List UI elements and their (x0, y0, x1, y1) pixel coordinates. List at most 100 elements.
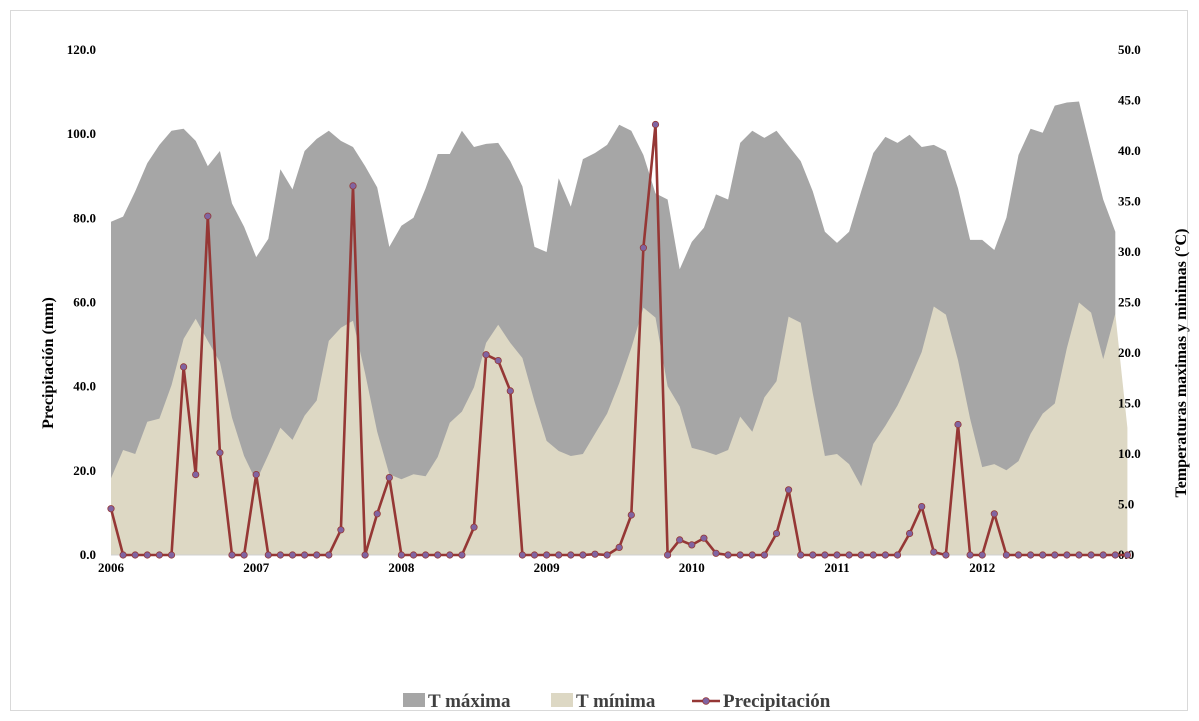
precipitation-point (663, 551, 672, 559)
precipitation-point (446, 551, 454, 559)
right-tick-label: 5.0 (1118, 497, 1134, 512)
precipitation-point (337, 526, 345, 534)
precipitation-point (204, 212, 212, 220)
precipitation-point (228, 551, 236, 559)
x-tick-label: 2010 (679, 560, 705, 575)
precipitation-point (1075, 551, 1083, 559)
precipitation-point (736, 551, 744, 559)
precipitation-point (506, 387, 514, 395)
precipitation-point (748, 551, 756, 559)
precipitation-point (518, 551, 527, 559)
precipitation-point (1111, 551, 1119, 559)
precipitation-point (651, 120, 660, 129)
chart-frame (10, 10, 1188, 711)
precipitation-point (349, 182, 357, 190)
x-tick-label: 2006 (98, 560, 125, 575)
precipitation-point (325, 551, 333, 559)
right-tick-label: 20.0 (1118, 345, 1141, 360)
legend-label-tmax: T máxima (428, 691, 511, 712)
precipitation-point (724, 551, 732, 559)
left-tick-label: 120.0 (67, 42, 96, 57)
precipitation-point (639, 244, 648, 252)
left-axis-title: Precipitación (mm) (40, 297, 57, 429)
right-tick-label: 35.0 (1118, 194, 1141, 209)
precipitation-point (264, 551, 272, 559)
x-axis-ticks: 2006 2007 2008 2009 2010 2011 2012 (98, 560, 995, 575)
precipitation-point (216, 449, 224, 457)
precipitation-point (712, 549, 720, 557)
precipitation-point (905, 529, 914, 538)
right-tick-label: 50.0 (1118, 42, 1141, 57)
precipitation-point (809, 551, 817, 559)
legend-swatch-precip-marker (702, 697, 710, 705)
precipitation-point (1014, 551, 1023, 559)
legend-label-precip: Precipitación (723, 691, 831, 712)
precipitation-point (688, 541, 696, 549)
tmin-area (111, 302, 1128, 555)
precipitation-point (833, 551, 841, 559)
precipitation-point (615, 543, 623, 552)
precipitation-point (555, 551, 563, 559)
precipitation-point (458, 551, 466, 559)
precipitation-point (1027, 551, 1035, 559)
precipitation-point (240, 551, 248, 559)
precipitation-point (361, 551, 369, 559)
precipitation-point (591, 550, 599, 558)
right-tick-label: 45.0 (1118, 93, 1141, 108)
precipitation-point (1002, 551, 1011, 559)
precipitation-point (1051, 551, 1059, 559)
precipitation-point (567, 551, 575, 559)
precipitation-point (131, 551, 139, 559)
precipitation-point (930, 548, 938, 556)
precipitation-point (192, 470, 200, 479)
left-tick-label: 80.0 (73, 210, 96, 225)
precipitation-point (494, 356, 502, 365)
precipitation-layer (107, 120, 1132, 559)
precipitation-point (966, 551, 974, 559)
precipitation-point (1123, 551, 1132, 559)
precipitation-point (893, 551, 902, 559)
left-tick-label: 100.0 (67, 126, 96, 141)
precipitation-point (954, 420, 962, 429)
precipitation-point (942, 551, 950, 559)
precipitation-point (119, 551, 127, 559)
right-tick-label: 30.0 (1118, 244, 1141, 259)
left-tick-label: 20.0 (73, 463, 96, 478)
legend-swatch-tmin (551, 693, 573, 707)
precipitation-point (143, 551, 151, 559)
precipitation-point (155, 551, 163, 559)
precipitation-point (470, 523, 478, 531)
precipitation-point (579, 551, 587, 559)
precipitation-point (869, 551, 877, 559)
left-axis-ticks: 0.0 20.0 40.0 60.0 80.0 100.0 120.0 (67, 42, 96, 562)
precipitation-point (676, 536, 684, 544)
right-tick-label: 25.0 (1118, 295, 1141, 310)
area-layer (111, 101, 1128, 555)
precipitation-point (276, 551, 284, 559)
legend-label-tmin: T mínima (576, 691, 656, 712)
precipitation-point (180, 363, 188, 371)
precipitation-point (978, 551, 986, 559)
precipitation-point (397, 551, 405, 559)
precipitation-point (409, 551, 418, 559)
right-tick-label: 15.0 (1118, 396, 1141, 411)
precipitation-point (288, 551, 297, 559)
precipitation-point (313, 551, 321, 559)
precipitation-point (482, 351, 490, 359)
precipitation-point (990, 510, 998, 518)
precipitation-point (252, 470, 260, 479)
precipitation-point (784, 486, 793, 494)
x-tick-label: 2009 (534, 560, 561, 575)
left-tick-label: 40.0 (73, 379, 96, 394)
precipitation-point (857, 551, 865, 559)
precipitation-point (845, 551, 853, 559)
right-axis-title: Temperaturas maximas y minimas (°C) (1173, 229, 1190, 498)
precipitation-point (700, 534, 708, 542)
precipitation-point (385, 473, 393, 482)
precipitation-point (918, 502, 926, 511)
precipitation-point (627, 511, 635, 519)
precipitation-point (603, 551, 611, 559)
precipitation-point (300, 551, 309, 559)
precipitation-point (1063, 551, 1071, 559)
